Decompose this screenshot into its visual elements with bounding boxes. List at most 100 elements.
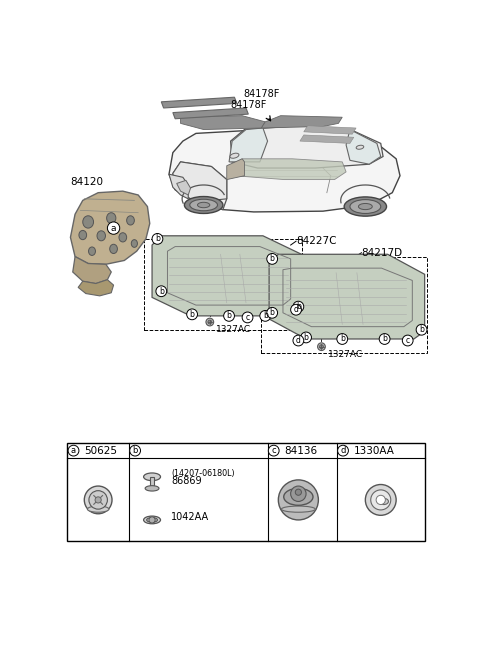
Text: 1330AA: 1330AA (354, 445, 395, 456)
Text: 50625: 50625 (84, 445, 117, 456)
Ellipse shape (145, 485, 159, 491)
Circle shape (293, 335, 304, 346)
Circle shape (95, 497, 101, 503)
Circle shape (365, 485, 396, 516)
Circle shape (295, 489, 301, 495)
Text: (14207-06180L): (14207-06180L) (171, 469, 235, 478)
Ellipse shape (107, 213, 116, 224)
Bar (262, 256, 427, 353)
Ellipse shape (359, 203, 372, 210)
Polygon shape (262, 115, 342, 128)
Circle shape (371, 490, 391, 510)
Text: 86869: 86869 (171, 476, 202, 487)
Circle shape (291, 304, 301, 315)
Circle shape (108, 222, 120, 234)
Polygon shape (230, 159, 346, 180)
Polygon shape (346, 129, 381, 164)
Polygon shape (78, 279, 114, 296)
Ellipse shape (144, 516, 160, 523)
Polygon shape (161, 97, 237, 108)
Bar (150, 477, 155, 487)
Polygon shape (227, 159, 244, 180)
Polygon shape (73, 256, 111, 283)
Text: 1327AC: 1327AC (328, 350, 363, 359)
Text: 84178F: 84178F (244, 89, 280, 99)
Text: b: b (263, 312, 268, 320)
Circle shape (156, 286, 167, 297)
Circle shape (416, 324, 427, 335)
Polygon shape (300, 135, 354, 144)
Text: 84136: 84136 (285, 445, 318, 456)
Polygon shape (230, 126, 383, 168)
Polygon shape (304, 126, 356, 134)
Text: b: b (419, 325, 424, 335)
Polygon shape (269, 255, 425, 339)
Polygon shape (180, 115, 265, 129)
Text: 1327AC: 1327AC (216, 325, 251, 335)
Ellipse shape (230, 154, 239, 158)
Text: 84178F: 84178F (230, 100, 267, 110)
Text: c: c (406, 336, 410, 345)
Circle shape (208, 320, 212, 324)
Text: d: d (340, 446, 346, 455)
Text: c: c (271, 446, 276, 455)
Circle shape (89, 491, 108, 509)
Ellipse shape (131, 239, 137, 247)
Circle shape (187, 309, 197, 319)
Ellipse shape (83, 216, 94, 228)
Text: a: a (111, 224, 116, 233)
Text: 84227C: 84227C (296, 236, 336, 246)
Circle shape (267, 253, 277, 264)
Circle shape (130, 445, 141, 456)
Ellipse shape (119, 233, 127, 242)
Ellipse shape (97, 231, 106, 241)
Circle shape (337, 445, 348, 456)
Ellipse shape (344, 197, 386, 216)
Text: b: b (227, 312, 231, 320)
Circle shape (278, 480, 318, 520)
Circle shape (293, 301, 304, 312)
Text: a: a (71, 446, 76, 455)
Bar (67, 443, 425, 541)
Circle shape (68, 445, 79, 456)
Ellipse shape (127, 216, 134, 225)
Text: b: b (155, 234, 160, 243)
Circle shape (376, 495, 385, 504)
Ellipse shape (284, 488, 313, 505)
Text: b: b (270, 308, 275, 318)
Circle shape (267, 308, 277, 318)
Text: 84217D: 84217D (361, 248, 403, 258)
Ellipse shape (356, 145, 364, 150)
Circle shape (206, 318, 214, 326)
Text: b: b (159, 287, 164, 296)
Ellipse shape (87, 506, 109, 512)
Circle shape (149, 517, 155, 523)
Text: d: d (296, 336, 301, 345)
Ellipse shape (144, 473, 160, 481)
Ellipse shape (379, 499, 388, 504)
Circle shape (152, 234, 163, 244)
Circle shape (224, 310, 234, 321)
Text: b: b (132, 446, 138, 455)
Circle shape (84, 486, 112, 514)
Text: b: b (304, 333, 309, 342)
Polygon shape (173, 162, 227, 202)
Polygon shape (169, 128, 400, 212)
Text: 1042AA: 1042AA (171, 512, 209, 522)
Ellipse shape (147, 518, 157, 522)
Text: d: d (294, 305, 299, 314)
Polygon shape (177, 180, 191, 195)
Text: b: b (270, 255, 275, 264)
Circle shape (320, 345, 324, 348)
Circle shape (300, 332, 312, 343)
Text: b: b (190, 310, 194, 319)
Circle shape (260, 310, 271, 321)
Ellipse shape (350, 199, 381, 213)
Polygon shape (173, 108, 248, 119)
Text: b: b (340, 335, 345, 344)
Polygon shape (169, 174, 188, 199)
Text: c: c (245, 313, 250, 322)
Ellipse shape (110, 244, 118, 253)
Circle shape (268, 445, 279, 456)
Ellipse shape (79, 230, 86, 239)
